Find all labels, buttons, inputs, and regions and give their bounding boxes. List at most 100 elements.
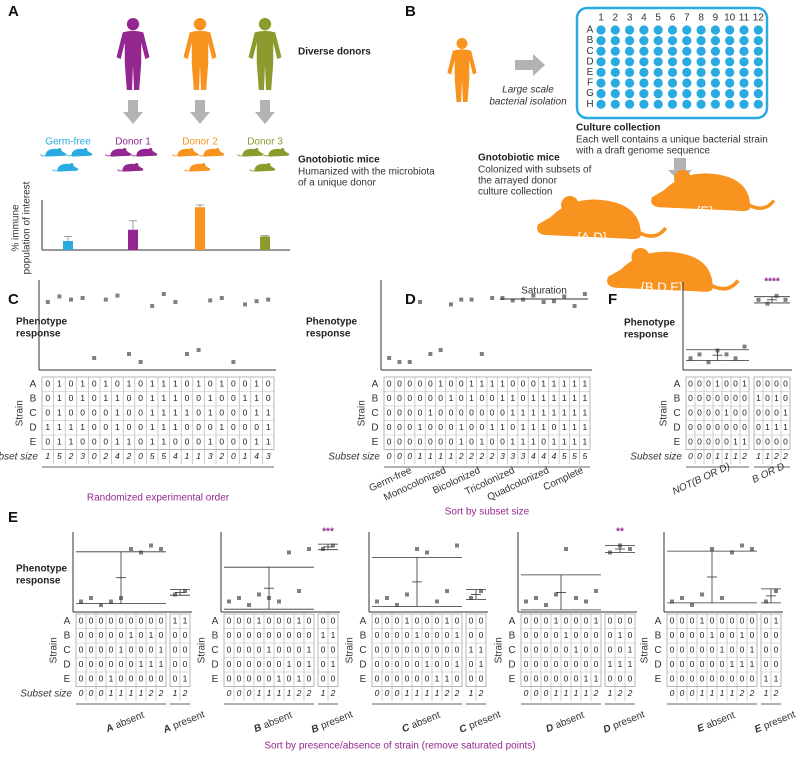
matrix-cell: 0	[584, 659, 589, 669]
group-word: absent	[114, 709, 146, 731]
matrix-cell: 0	[544, 659, 549, 669]
matrix-cell: 1	[266, 422, 271, 432]
matrix-cell: 1	[183, 616, 188, 626]
matrix-cell: 1	[455, 659, 460, 669]
matrix-cell: 1	[531, 437, 536, 447]
data-point	[79, 599, 83, 604]
matrix-cell: 0	[159, 616, 164, 626]
data-point	[89, 596, 93, 600]
matrix-cell: 0	[720, 616, 725, 626]
matrix-cell: 0	[469, 408, 474, 418]
matrix-cell: 0	[173, 645, 178, 655]
matrix-cell: 1	[208, 393, 213, 403]
subset-size: 1	[321, 688, 326, 698]
well	[625, 67, 635, 77]
group-label: B OR D	[751, 461, 787, 486]
group-word: absent	[410, 709, 442, 731]
data-point	[127, 352, 131, 356]
data-point	[257, 592, 261, 597]
matrix-cell: 1	[562, 379, 567, 389]
matrix-cell: 0	[438, 437, 443, 447]
well	[725, 25, 735, 35]
matrix-cell: 0	[277, 645, 282, 655]
mouse-ear	[189, 148, 194, 152]
matrix-cell: 0	[564, 674, 569, 684]
matrix-cell: 0	[99, 659, 104, 669]
data-point	[448, 302, 453, 307]
matrix-cell: 0	[109, 616, 114, 626]
data-point	[534, 596, 538, 600]
mouse-body	[110, 148, 132, 157]
matrix-cell: 0	[750, 630, 755, 640]
subset-size: 2	[68, 451, 74, 461]
matrix-cell: 0	[710, 645, 715, 655]
y-axis-label: % immune	[11, 204, 22, 252]
strain-name: D	[602, 722, 613, 735]
well	[710, 89, 721, 99]
matrix-cell: 1	[150, 422, 155, 432]
well	[653, 36, 663, 46]
matrix-cell: 0	[183, 645, 188, 655]
matrix-cell: 0	[706, 379, 711, 389]
well	[610, 25, 620, 35]
matrix-cell: 0	[706, 422, 711, 432]
matrix-cell: 1	[127, 379, 132, 389]
matrix-cell: 0	[129, 645, 134, 655]
matrix-cell: 0	[297, 645, 302, 655]
matrix-cell: 1	[562, 437, 567, 447]
well	[625, 99, 635, 109]
data-point	[247, 603, 251, 607]
matrix-cell: 0	[710, 659, 715, 669]
subset-size: 0	[99, 688, 104, 698]
mouse-tail	[198, 154, 205, 157]
well	[667, 57, 678, 67]
matrix-cell: 0	[247, 674, 252, 684]
matrix-cell: 0	[697, 408, 702, 418]
panel-label: C	[8, 291, 19, 308]
matrix-cell: 0	[99, 616, 104, 626]
subset-size: 0	[544, 688, 549, 698]
mouse-body	[122, 163, 144, 172]
subset-size: 2	[102, 451, 108, 461]
matrix-cell: 1	[405, 616, 410, 626]
subset-size: 2	[330, 688, 336, 698]
matrix-cell: 0	[173, 437, 178, 447]
mouse-ear	[201, 163, 206, 167]
well	[596, 57, 606, 67]
data-point	[149, 543, 153, 548]
well	[725, 67, 735, 77]
well	[596, 89, 606, 99]
matrix-cell: 1	[150, 408, 155, 418]
subset-size: 1	[418, 451, 423, 461]
matrix-cell: 0	[531, 379, 536, 389]
subset-size: 1	[129, 688, 134, 698]
matrix-cell: 1	[628, 645, 633, 655]
matrix-cell: 0	[534, 674, 539, 684]
data-point	[375, 599, 379, 604]
strain-matrix	[666, 613, 758, 687]
matrix-cell: 1	[608, 659, 613, 669]
matrix-cell: 1	[500, 379, 505, 389]
matrix-cell: 0	[139, 645, 144, 655]
data-point	[397, 360, 402, 364]
data-point	[69, 297, 73, 302]
matrix-cell: 0	[219, 393, 224, 403]
matrix-cell: 1	[150, 393, 155, 403]
matrix-cell: 1	[774, 393, 779, 403]
mouse-body	[177, 148, 199, 157]
matrix-cell: 1	[80, 422, 85, 432]
matrix-cell: 0	[584, 630, 589, 640]
strain-axis-label: Strain	[494, 637, 505, 663]
matrix-cell: 0	[521, 379, 526, 389]
well	[639, 57, 649, 67]
plate-row: D	[586, 56, 593, 67]
matrix-cell: 0	[89, 630, 94, 640]
well	[653, 57, 663, 67]
mouse-tail	[263, 154, 270, 157]
matrix-cell: 0	[756, 422, 761, 432]
data-point	[103, 297, 108, 302]
matrix-cell: 0	[783, 393, 788, 403]
subset-size: 2	[126, 451, 132, 461]
strain-letter: B	[509, 630, 516, 641]
matrix-cell: 0	[297, 630, 302, 640]
